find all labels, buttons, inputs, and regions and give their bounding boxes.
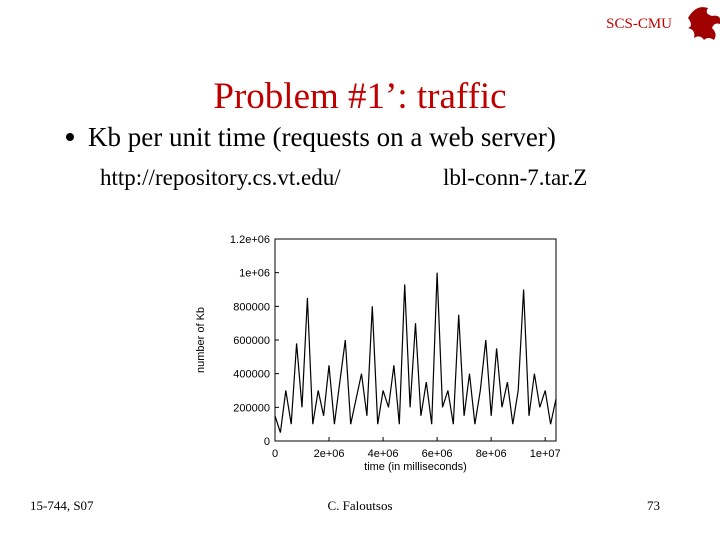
y-tick-label: 0: [264, 436, 270, 448]
bullet: Kb per unit time (requests on a web serv…: [88, 122, 556, 152]
y-tick-label: 600000: [233, 335, 270, 347]
source-file: lbl-conn-7.tar.Z: [443, 165, 587, 190]
traffic-line: [274, 272, 557, 433]
y-tick-label: 200000: [233, 402, 270, 414]
bullet-dot: [66, 133, 74, 141]
plot-frame: [274, 238, 557, 442]
logo: [688, 7, 720, 40]
y-tick-label: 1.2e+06: [230, 234, 270, 246]
footer-course: 15-744, S07: [30, 498, 94, 513]
footer-author: C. Faloutsos: [327, 498, 392, 513]
source-url: http://repository.cs.vt.edu/: [100, 165, 341, 190]
x-tick-label: 4e+06: [368, 448, 399, 460]
y-tick-label: 400000: [233, 369, 270, 381]
x-tick-label: 6e+06: [422, 448, 453, 460]
x-tick-label: 1e+07: [530, 448, 561, 460]
org: SCS-CMU: [606, 16, 672, 32]
slide-title: Problem #1’: traffic: [213, 76, 506, 117]
y-tick-label: 800000: [233, 301, 270, 313]
y-axis-label: number of Kb: [195, 307, 207, 373]
x-tick-label: 2e+06: [314, 448, 345, 460]
x-tick-label: 0: [272, 448, 278, 460]
x-axis-label: time (in milliseconds): [364, 461, 467, 473]
x-tick-label: 8e+06: [476, 448, 507, 460]
footer-page: 73: [647, 498, 660, 513]
y-tick-label: 1e+06: [239, 268, 270, 280]
